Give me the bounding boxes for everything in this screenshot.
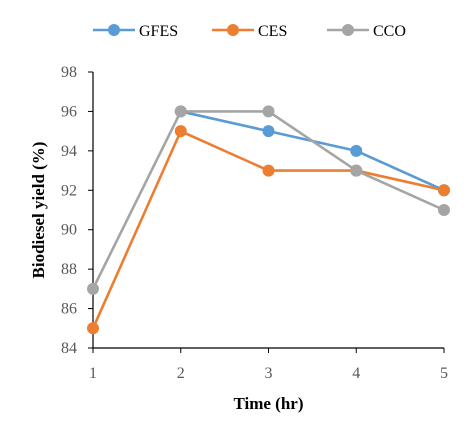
x-axis-ticks: 1 2 3 4 5 <box>89 348 448 382</box>
series-lines <box>91 110 445 329</box>
legend: GFES CES CCO <box>93 23 406 40</box>
data-point-gfes <box>262 125 275 138</box>
data-point-gfes <box>350 144 363 157</box>
x-tick-label: 1 <box>89 365 97 382</box>
series-markers <box>87 105 450 335</box>
y-tick-label: 86 <box>61 301 77 318</box>
y-tick-label: 84 <box>61 340 77 357</box>
series-line-cco <box>91 110 445 290</box>
y-tick-label: 90 <box>61 222 77 239</box>
x-tick-label: 4 <box>352 365 360 382</box>
y-axis-title: Biodiesel yield (%) <box>29 142 48 279</box>
data-point-cco <box>174 105 187 118</box>
y-tick-label: 92 <box>61 182 77 199</box>
x-axis-title: Time (hr) <box>233 394 303 413</box>
legend-label-ces: CES <box>258 23 287 40</box>
legend-marker-gfes <box>108 24 120 36</box>
series-line-ces <box>91 129 445 329</box>
y-axis-ticks: 84 86 88 90 92 94 96 98 <box>61 64 93 357</box>
y-tick-label: 98 <box>61 64 77 81</box>
data-point-cco <box>87 282 99 295</box>
legend-label-gfes: GFES <box>139 23 178 40</box>
data-point-cco <box>262 105 275 118</box>
data-point-ces <box>438 184 450 197</box>
data-point-ces <box>174 125 187 138</box>
legend-marker-cco <box>342 24 354 36</box>
x-tick-label: 5 <box>440 365 448 382</box>
y-tick-label: 96 <box>61 103 77 120</box>
x-tick-label: 2 <box>177 365 185 382</box>
data-point-ces <box>262 164 275 177</box>
data-point-cco <box>350 164 363 177</box>
y-tick-label: 94 <box>61 143 77 160</box>
legend-marker-ces <box>227 24 239 36</box>
y-tick-label: 88 <box>61 261 77 278</box>
series-line-gfes <box>180 110 445 192</box>
data-point-cco <box>438 204 450 216</box>
x-tick-label: 3 <box>265 365 273 382</box>
legend-label-cco: CCO <box>373 23 406 40</box>
data-point-ces <box>87 322 99 335</box>
